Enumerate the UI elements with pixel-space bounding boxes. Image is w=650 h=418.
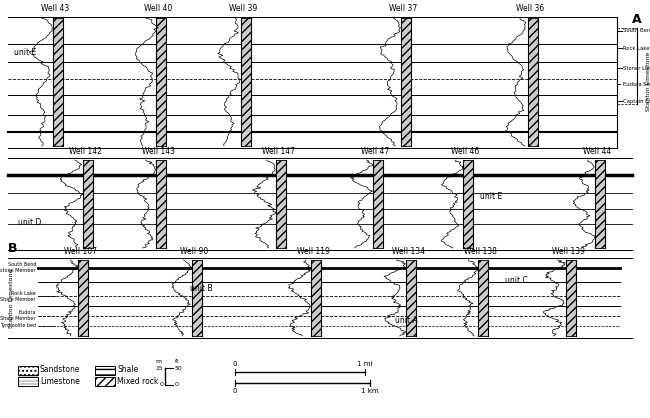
Text: 1 km: 1 km xyxy=(361,388,379,394)
Bar xyxy=(528,18,538,146)
Text: Well 44: Well 44 xyxy=(583,147,611,156)
Bar xyxy=(241,18,251,146)
Text: 15: 15 xyxy=(155,365,163,370)
Bar xyxy=(156,18,166,146)
Text: unit E: unit E xyxy=(14,48,36,57)
Bar xyxy=(78,260,88,336)
Bar xyxy=(311,260,321,336)
Text: 0: 0 xyxy=(233,388,237,394)
Bar xyxy=(18,366,38,375)
Text: Stanton Limestone: Stanton Limestone xyxy=(645,52,650,111)
Bar xyxy=(478,260,488,336)
Bar xyxy=(528,18,538,146)
Bar xyxy=(373,160,383,248)
Bar xyxy=(595,160,605,248)
Text: Rock Lake Shale Member: Rock Lake Shale Member xyxy=(623,46,650,51)
Bar xyxy=(53,18,63,146)
Bar xyxy=(478,260,488,336)
Bar xyxy=(463,160,473,248)
Text: Stoner Limestone Member: Stoner Limestone Member xyxy=(623,66,650,71)
Text: 0: 0 xyxy=(175,382,179,387)
Text: ft: ft xyxy=(175,359,179,364)
Bar xyxy=(406,260,416,336)
Bar xyxy=(18,377,38,386)
Text: Well 119: Well 119 xyxy=(296,247,330,256)
Bar xyxy=(156,160,166,248)
Text: unit A: unit A xyxy=(395,316,418,325)
Bar xyxy=(53,18,63,146)
Text: Well 40: Well 40 xyxy=(144,4,172,13)
Text: B: B xyxy=(8,242,18,255)
Bar xyxy=(95,366,115,375)
Text: Well 107: Well 107 xyxy=(64,247,96,256)
Text: Well 143: Well 143 xyxy=(142,147,174,156)
Text: Well 90: Well 90 xyxy=(180,247,208,256)
Bar xyxy=(192,260,202,336)
Text: 0: 0 xyxy=(159,382,163,387)
Bar xyxy=(373,160,383,248)
Text: Sandstone: Sandstone xyxy=(40,365,81,375)
Text: unit E: unit E xyxy=(480,192,502,201)
Text: Mixed rock: Mixed rock xyxy=(117,377,159,385)
Text: South Bend Limestone Member: South Bend Limestone Member xyxy=(623,28,650,33)
Text: unit D: unit D xyxy=(18,218,42,227)
Text: Well 139: Well 139 xyxy=(551,247,584,256)
Text: m: m xyxy=(155,359,161,364)
Text: Well 36: Well 36 xyxy=(516,4,544,13)
Text: Well 134: Well 134 xyxy=(391,247,424,256)
Bar xyxy=(78,260,88,336)
Text: Well 47: Well 47 xyxy=(361,147,389,156)
Bar xyxy=(241,18,251,146)
Text: Eudora Shale Member: Eudora Shale Member xyxy=(623,82,650,87)
Bar xyxy=(595,160,605,248)
Bar xyxy=(83,160,93,248)
Text: Well 46: Well 46 xyxy=(451,147,479,156)
Text: Well 43: Well 43 xyxy=(41,4,69,13)
Text: Eudora
Shale Member: Eudora Shale Member xyxy=(1,310,36,321)
Bar xyxy=(276,160,286,248)
Bar xyxy=(192,260,202,336)
Text: Well 142: Well 142 xyxy=(68,147,101,156)
Text: 1 mi: 1 mi xyxy=(358,361,372,367)
Text: Well 138: Well 138 xyxy=(463,247,497,256)
Text: Well 147: Well 147 xyxy=(261,147,294,156)
Text: Limestone: Limestone xyxy=(40,377,80,385)
Bar xyxy=(156,160,166,248)
Text: 50: 50 xyxy=(175,365,183,370)
Text: Well 39: Well 39 xyxy=(229,4,257,13)
Bar xyxy=(566,260,576,336)
Text: Stanton Limestone: Stanton Limestone xyxy=(10,268,14,328)
Text: unit C: unit C xyxy=(505,276,528,285)
Text: Shale: Shale xyxy=(117,365,138,375)
Text: Captain Creek Limestone Member: Captain Creek Limestone Member xyxy=(623,99,650,104)
Text: 0: 0 xyxy=(233,361,237,367)
Text: South Bend
Limestone Member: South Bend Limestone Member xyxy=(0,262,36,273)
Bar xyxy=(566,260,576,336)
Text: Tyro oolite bed: Tyro oolite bed xyxy=(0,324,36,329)
Bar xyxy=(401,18,411,146)
Bar xyxy=(311,260,321,336)
Text: A: A xyxy=(632,13,642,26)
Bar xyxy=(401,18,411,146)
Text: Well 37: Well 37 xyxy=(389,4,417,13)
Bar xyxy=(156,18,166,146)
Bar xyxy=(406,260,416,336)
Bar xyxy=(83,160,93,248)
Text: unit B: unit B xyxy=(190,284,213,293)
Bar xyxy=(95,377,115,386)
Bar xyxy=(463,160,473,248)
Bar xyxy=(276,160,286,248)
Text: Rock Lake
Shale Member: Rock Lake Shale Member xyxy=(1,291,36,302)
